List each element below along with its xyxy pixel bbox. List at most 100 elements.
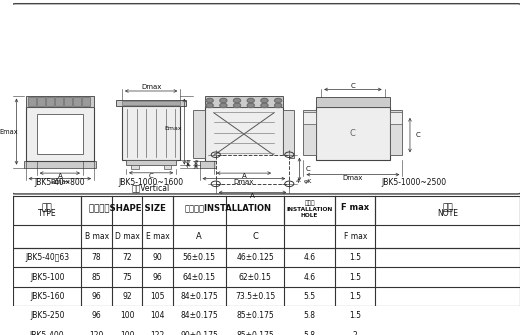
Text: 56±0.15: 56±0.15 (183, 253, 216, 262)
Text: F: F (186, 164, 189, 169)
Text: JBK5-40~800: JBK5-40~800 (34, 178, 85, 187)
Text: 4.6: 4.6 (304, 253, 316, 262)
Circle shape (275, 98, 282, 103)
Text: 96: 96 (92, 311, 101, 320)
Bar (37, 97, 45, 106)
Text: 90±0.175: 90±0.175 (180, 331, 218, 335)
Bar (83, 97, 90, 106)
Text: F: F (186, 160, 189, 165)
Circle shape (220, 103, 227, 108)
Text: 96: 96 (152, 273, 162, 282)
Circle shape (247, 98, 254, 103)
Bar (200, 161, 288, 168)
Bar (122, 101, 180, 106)
Text: 100: 100 (120, 311, 134, 320)
Circle shape (275, 103, 282, 108)
Text: C: C (350, 83, 355, 89)
Bar (131, 164, 139, 169)
Bar (304, 110, 316, 155)
Bar (163, 164, 171, 169)
Bar (173, 196, 284, 225)
Bar (375, 196, 520, 225)
Text: 100: 100 (120, 331, 134, 335)
Text: C: C (149, 173, 153, 179)
Bar (82, 196, 173, 225)
Text: JBK5-100: JBK5-100 (30, 273, 64, 282)
Text: 46±0.125: 46±0.125 (236, 253, 274, 262)
Text: Dmax: Dmax (343, 175, 363, 181)
Bar (24, 161, 96, 168)
Circle shape (261, 98, 268, 103)
Text: 1.5: 1.5 (349, 311, 361, 320)
Text: JBK5-1000~1600: JBK5-1000~1600 (119, 178, 184, 187)
Text: 90: 90 (152, 253, 162, 262)
Text: Dmax: Dmax (141, 84, 161, 90)
Bar (216, 155, 289, 184)
Text: 安装尺寸INSTALLATION: 安装尺寸INSTALLATION (185, 203, 272, 212)
Text: 73.5±0.15: 73.5±0.15 (235, 292, 275, 301)
Bar (304, 112, 316, 124)
Text: F max: F max (344, 232, 367, 241)
Text: 64±0.15: 64±0.15 (183, 273, 216, 282)
Bar (283, 110, 294, 158)
FancyBboxPatch shape (11, 4, 520, 194)
Text: E max: E max (146, 232, 170, 241)
Text: JBK5-1000~2500: JBK5-1000~2500 (381, 178, 446, 187)
Text: 5.8: 5.8 (304, 331, 316, 335)
Circle shape (206, 98, 213, 103)
Circle shape (247, 103, 254, 108)
Text: 84±0.175: 84±0.175 (180, 292, 218, 301)
Bar (126, 160, 176, 165)
Text: 备注: 备注 (443, 203, 453, 212)
Bar (389, 112, 402, 124)
Text: 4-: 4- (295, 179, 302, 184)
Bar (25, 95, 94, 107)
Text: φK: φK (304, 179, 312, 184)
Text: A: A (241, 174, 246, 180)
Text: 72: 72 (122, 253, 132, 262)
Bar (204, 95, 283, 107)
Text: 5.5: 5.5 (304, 292, 316, 301)
Text: A: A (250, 193, 255, 199)
Text: F: F (194, 160, 198, 165)
Bar (25, 107, 94, 161)
Text: 外形尺寸SHAPE SIZE: 外形尺寸SHAPE SIZE (88, 203, 165, 212)
Text: JBK5-40、63: JBK5-40、63 (25, 253, 69, 262)
Text: C: C (306, 166, 310, 172)
Text: TYPE: TYPE (38, 209, 57, 218)
Bar (316, 96, 389, 107)
Bar (64, 97, 72, 106)
Text: 104: 104 (150, 311, 165, 320)
Bar (204, 107, 283, 161)
Text: 4.6: 4.6 (304, 273, 316, 282)
Text: 型号: 型号 (42, 203, 53, 212)
Bar (46, 97, 54, 106)
Bar (73, 97, 81, 106)
Bar (389, 110, 402, 155)
Bar (116, 99, 186, 106)
Text: 85: 85 (92, 273, 101, 282)
Bar (13, 196, 82, 225)
Circle shape (220, 98, 227, 103)
Bar (316, 107, 389, 160)
Text: NOTE: NOTE (437, 209, 458, 218)
Text: 105: 105 (150, 292, 165, 301)
Circle shape (233, 98, 241, 103)
Text: JBK5-160: JBK5-160 (30, 292, 64, 301)
Circle shape (233, 103, 241, 108)
Bar (122, 106, 180, 160)
Text: JBK5-250: JBK5-250 (30, 311, 64, 320)
Text: 75: 75 (122, 273, 132, 282)
Text: C: C (416, 132, 421, 138)
Text: 竖式Vertical: 竖式Vertical (132, 183, 170, 192)
Text: 安装孔
INSTALLATION
HOLE: 安装孔 INSTALLATION HOLE (287, 200, 333, 218)
Text: 120: 120 (89, 331, 104, 335)
Text: 92: 92 (122, 292, 132, 301)
Text: 2: 2 (353, 331, 358, 335)
Circle shape (261, 103, 268, 108)
Text: 62±0.15: 62±0.15 (239, 273, 271, 282)
Text: Bmax: Bmax (50, 179, 70, 185)
Text: 84±0.175: 84±0.175 (180, 311, 218, 320)
Text: Dmax: Dmax (233, 179, 254, 185)
Text: C: C (252, 232, 258, 241)
